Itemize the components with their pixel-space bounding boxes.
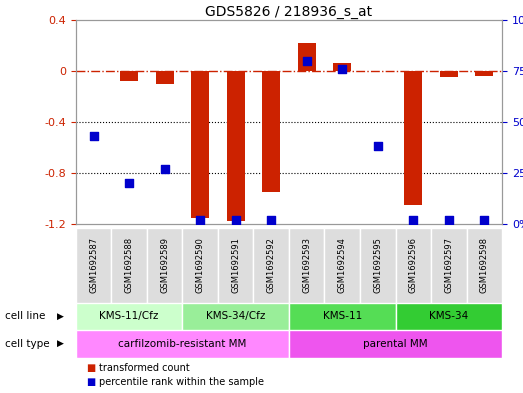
Bar xyxy=(395,303,502,330)
Point xyxy=(409,217,417,223)
Point xyxy=(232,217,240,223)
Point xyxy=(89,133,98,139)
Bar xyxy=(227,71,245,221)
Text: KMS-11: KMS-11 xyxy=(323,311,362,321)
Text: GSM1692592: GSM1692592 xyxy=(267,237,276,293)
Text: GSM1692594: GSM1692594 xyxy=(338,237,347,293)
Point xyxy=(302,57,311,64)
Point xyxy=(445,217,453,223)
Title: GDS5826 / 218936_s_at: GDS5826 / 218936_s_at xyxy=(206,5,372,18)
Bar xyxy=(440,71,458,77)
Text: GSM1692595: GSM1692595 xyxy=(373,237,382,293)
Bar xyxy=(76,228,111,303)
Bar xyxy=(467,228,502,303)
Bar xyxy=(395,228,431,303)
Bar xyxy=(191,71,209,218)
Bar xyxy=(298,43,315,71)
Bar xyxy=(263,71,280,192)
Point xyxy=(196,217,204,223)
Bar xyxy=(475,71,493,76)
Text: GSM1692597: GSM1692597 xyxy=(445,237,453,293)
Text: ▶: ▶ xyxy=(56,340,64,348)
Text: ■: ■ xyxy=(86,363,96,373)
Point xyxy=(267,217,276,223)
Text: GSM1692591: GSM1692591 xyxy=(231,237,240,293)
Text: percentile rank within the sample: percentile rank within the sample xyxy=(99,377,264,387)
Bar xyxy=(324,228,360,303)
Bar xyxy=(76,303,183,330)
Bar xyxy=(431,228,467,303)
Text: GSM1692589: GSM1692589 xyxy=(160,237,169,293)
Point xyxy=(125,180,133,186)
Bar xyxy=(360,228,395,303)
Bar xyxy=(183,228,218,303)
Text: ■: ■ xyxy=(86,377,96,387)
Text: GSM1692587: GSM1692587 xyxy=(89,237,98,293)
Bar xyxy=(289,330,502,358)
Text: GSM1692596: GSM1692596 xyxy=(409,237,418,293)
Text: GSM1692593: GSM1692593 xyxy=(302,237,311,293)
Bar xyxy=(111,228,147,303)
Text: KMS-34/Cfz: KMS-34/Cfz xyxy=(206,311,265,321)
Text: KMS-34: KMS-34 xyxy=(429,311,469,321)
Bar xyxy=(289,303,395,330)
Bar xyxy=(76,330,289,358)
Bar xyxy=(289,228,324,303)
Text: carfilzomib-resistant MM: carfilzomib-resistant MM xyxy=(118,339,246,349)
Text: GSM1692590: GSM1692590 xyxy=(196,237,204,293)
Text: GSM1692598: GSM1692598 xyxy=(480,237,489,293)
Text: parental MM: parental MM xyxy=(363,339,428,349)
Bar xyxy=(147,228,183,303)
Bar xyxy=(218,228,254,303)
Text: cell type: cell type xyxy=(5,339,50,349)
Bar xyxy=(404,71,422,205)
Bar xyxy=(333,63,351,71)
Bar xyxy=(120,71,138,81)
Bar xyxy=(183,303,289,330)
Point xyxy=(373,143,382,149)
Text: ▶: ▶ xyxy=(56,312,64,321)
Bar xyxy=(156,71,174,83)
Text: KMS-11/Cfz: KMS-11/Cfz xyxy=(99,311,159,321)
Bar xyxy=(254,228,289,303)
Text: GSM1692588: GSM1692588 xyxy=(124,237,133,293)
Text: transformed count: transformed count xyxy=(99,363,190,373)
Point xyxy=(338,66,346,72)
Point xyxy=(161,166,169,172)
Point xyxy=(480,217,488,223)
Text: cell line: cell line xyxy=(5,311,46,321)
